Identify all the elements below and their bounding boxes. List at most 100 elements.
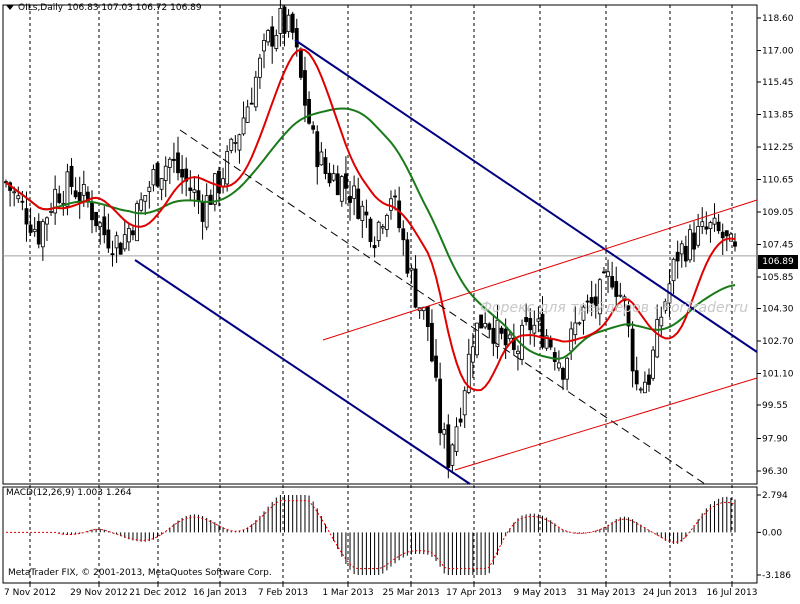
candle-body (479, 314, 483, 329)
x-tick-label: 17 Apr 2013 (446, 588, 502, 598)
candle-body (126, 228, 131, 243)
candle-body (520, 324, 524, 360)
candle-body (40, 221, 45, 248)
candle-body (696, 226, 701, 246)
candle-body (663, 301, 668, 311)
candle-body (221, 178, 225, 187)
x-tick-label: 16 Jul 2013 (707, 588, 758, 598)
candle-body (516, 350, 520, 355)
candle-body (356, 188, 361, 219)
candle-body (151, 168, 156, 186)
y-tick-label: 99.55 (762, 401, 788, 411)
candle-body (315, 131, 320, 168)
candle-body (683, 245, 688, 262)
dropdown-arrow-icon[interactable] (6, 5, 14, 10)
candle-body (585, 300, 590, 303)
candle-body (118, 242, 123, 255)
candle-body (327, 172, 332, 184)
candle-body (196, 190, 201, 202)
candle-body (466, 353, 471, 393)
channel-upper-blue (294, 39, 758, 353)
y-tick-label: 101.10 (762, 369, 794, 379)
candle-body (675, 251, 680, 262)
candle-body (204, 195, 209, 228)
candle-body (688, 229, 692, 261)
candle-body (491, 327, 496, 344)
candle-body (106, 229, 111, 249)
candle-body (135, 203, 139, 242)
candle-body (720, 231, 725, 239)
candle-body (602, 271, 606, 274)
candle-body (556, 362, 561, 369)
y-tick-label: 96.30 (762, 467, 788, 477)
candle-body (348, 195, 352, 203)
candle-body (634, 370, 639, 385)
macd-header: MACD(12,26,9) 1.003 1.264 (6, 488, 132, 498)
candle-body (307, 98, 311, 124)
x-tick-label: 7 Feb 2013 (258, 588, 308, 598)
ohlc-values: 106.83 107.03 106.72 106.89 (67, 3, 202, 13)
candle-body (65, 171, 70, 207)
candle-body (671, 258, 676, 282)
candle-body (94, 211, 99, 227)
y-tick-label: 107.45 (762, 241, 794, 251)
candle-body (188, 187, 193, 191)
macd-y-tick-label: -3.186 (762, 571, 791, 581)
candle-body (90, 202, 94, 221)
candle-body (409, 267, 414, 271)
candle-body (376, 221, 381, 241)
candle-body (110, 253, 115, 256)
candle-body (249, 102, 254, 105)
candle-body (192, 189, 197, 193)
candle-body (647, 374, 651, 385)
candle-body (704, 226, 709, 230)
candle-body (270, 26, 275, 47)
candle-body (45, 217, 49, 225)
candle-body (552, 352, 557, 362)
candle-body (98, 222, 103, 228)
candle-body (298, 48, 303, 78)
candle-body (593, 296, 598, 307)
candle-body (159, 178, 164, 190)
candle-body (69, 165, 74, 187)
candle-body (708, 222, 713, 229)
candle-body (167, 158, 172, 168)
candle-body (565, 357, 569, 380)
candle-body (614, 281, 619, 297)
candle-body (642, 381, 647, 394)
y-tick-label: 110.65 (762, 175, 794, 185)
candle-body (499, 327, 504, 334)
channel-lower-red (454, 377, 758, 471)
ma-fast-line (5, 48, 736, 392)
candle-body (638, 388, 643, 391)
candle-body (524, 317, 529, 323)
candle-body (290, 13, 295, 33)
candle-body (372, 245, 377, 249)
channel-mid-dashed (179, 129, 706, 485)
candle-body (163, 165, 168, 181)
x-tick-label: 31 May 2013 (577, 588, 636, 598)
candle-body (540, 313, 545, 348)
current-price-label: 106.89 (758, 255, 798, 269)
y-tick-label: 102.70 (762, 337, 794, 347)
candle-body (36, 221, 41, 245)
x-tick-label: 16 Jan 2013 (193, 588, 247, 598)
y-tick-label: 105.85 (762, 273, 794, 283)
candle-body (630, 328, 635, 372)
candle-body (114, 235, 119, 249)
candle-body (352, 185, 357, 199)
candle-body (618, 294, 623, 297)
candle-body (597, 279, 602, 315)
candle-body (544, 335, 549, 349)
candle-body (364, 211, 369, 216)
candle-body (434, 355, 438, 378)
candle-body (458, 418, 463, 423)
candle-body (438, 378, 443, 434)
candle-body (700, 221, 705, 227)
candle-body (262, 40, 266, 52)
candle-body (442, 429, 447, 435)
candle-body (659, 316, 664, 327)
candle-body (241, 117, 246, 135)
